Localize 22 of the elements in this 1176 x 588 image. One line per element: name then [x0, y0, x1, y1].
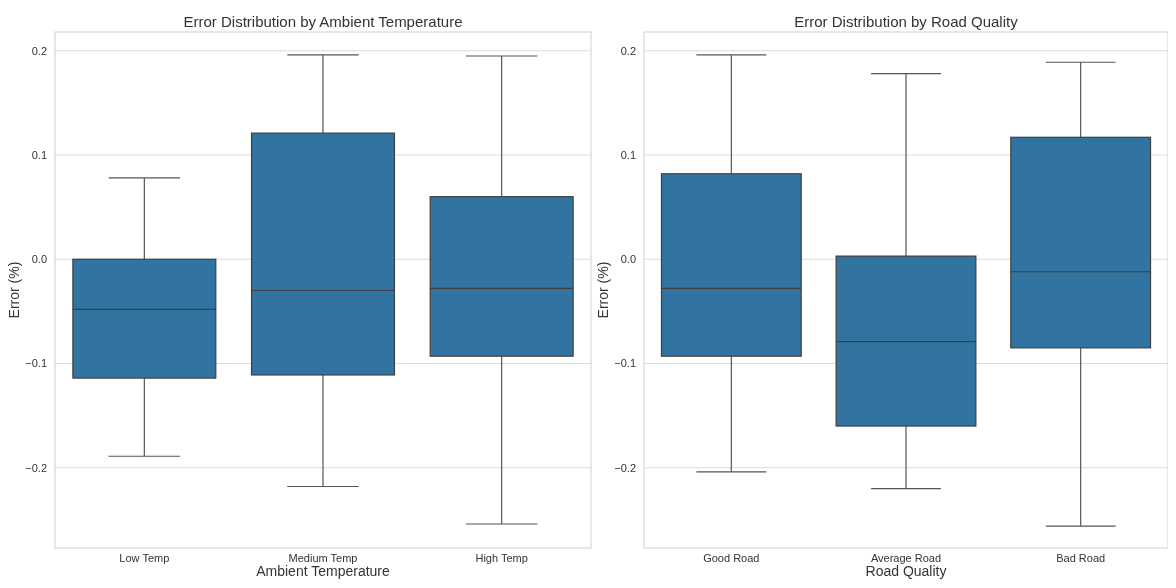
- y-tick-label: −0.2: [25, 461, 47, 474]
- x-tick-label: Medium Temp: [288, 552, 358, 564]
- x-tick-label: High Temp: [475, 552, 528, 564]
- x-axis-title: Road Quality: [865, 563, 947, 579]
- y-tick-label: 0.1: [31, 148, 47, 161]
- y-tick-label: 0.2: [620, 44, 636, 57]
- x-tick-label: Bad Road: [1056, 552, 1106, 564]
- x-tick-label: Good Road: [703, 552, 760, 564]
- y-tick-label: 0.0: [620, 253, 636, 266]
- y-tick-label: 0.1: [620, 148, 636, 161]
- y-tick-label: −0.2: [614, 461, 636, 474]
- chart-title: Error Distribution by Ambient Temperature: [183, 13, 463, 30]
- y-tick-label: −0.1: [614, 357, 636, 370]
- y-axis-title: Error (%): [6, 261, 22, 319]
- x-axis-title: Ambient Temperature: [256, 563, 390, 579]
- x-tick-label: Low Temp: [119, 552, 170, 564]
- x-tick-label: Average Road: [870, 552, 942, 564]
- y-axis-title: Error (%): [595, 261, 611, 319]
- chart-title: Error Distribution by Road Quality: [794, 13, 1019, 30]
- y-tick-label: 0.0: [31, 253, 47, 266]
- y-tick-label: 0.2: [31, 44, 47, 57]
- y-tick-label: −0.1: [25, 357, 47, 370]
